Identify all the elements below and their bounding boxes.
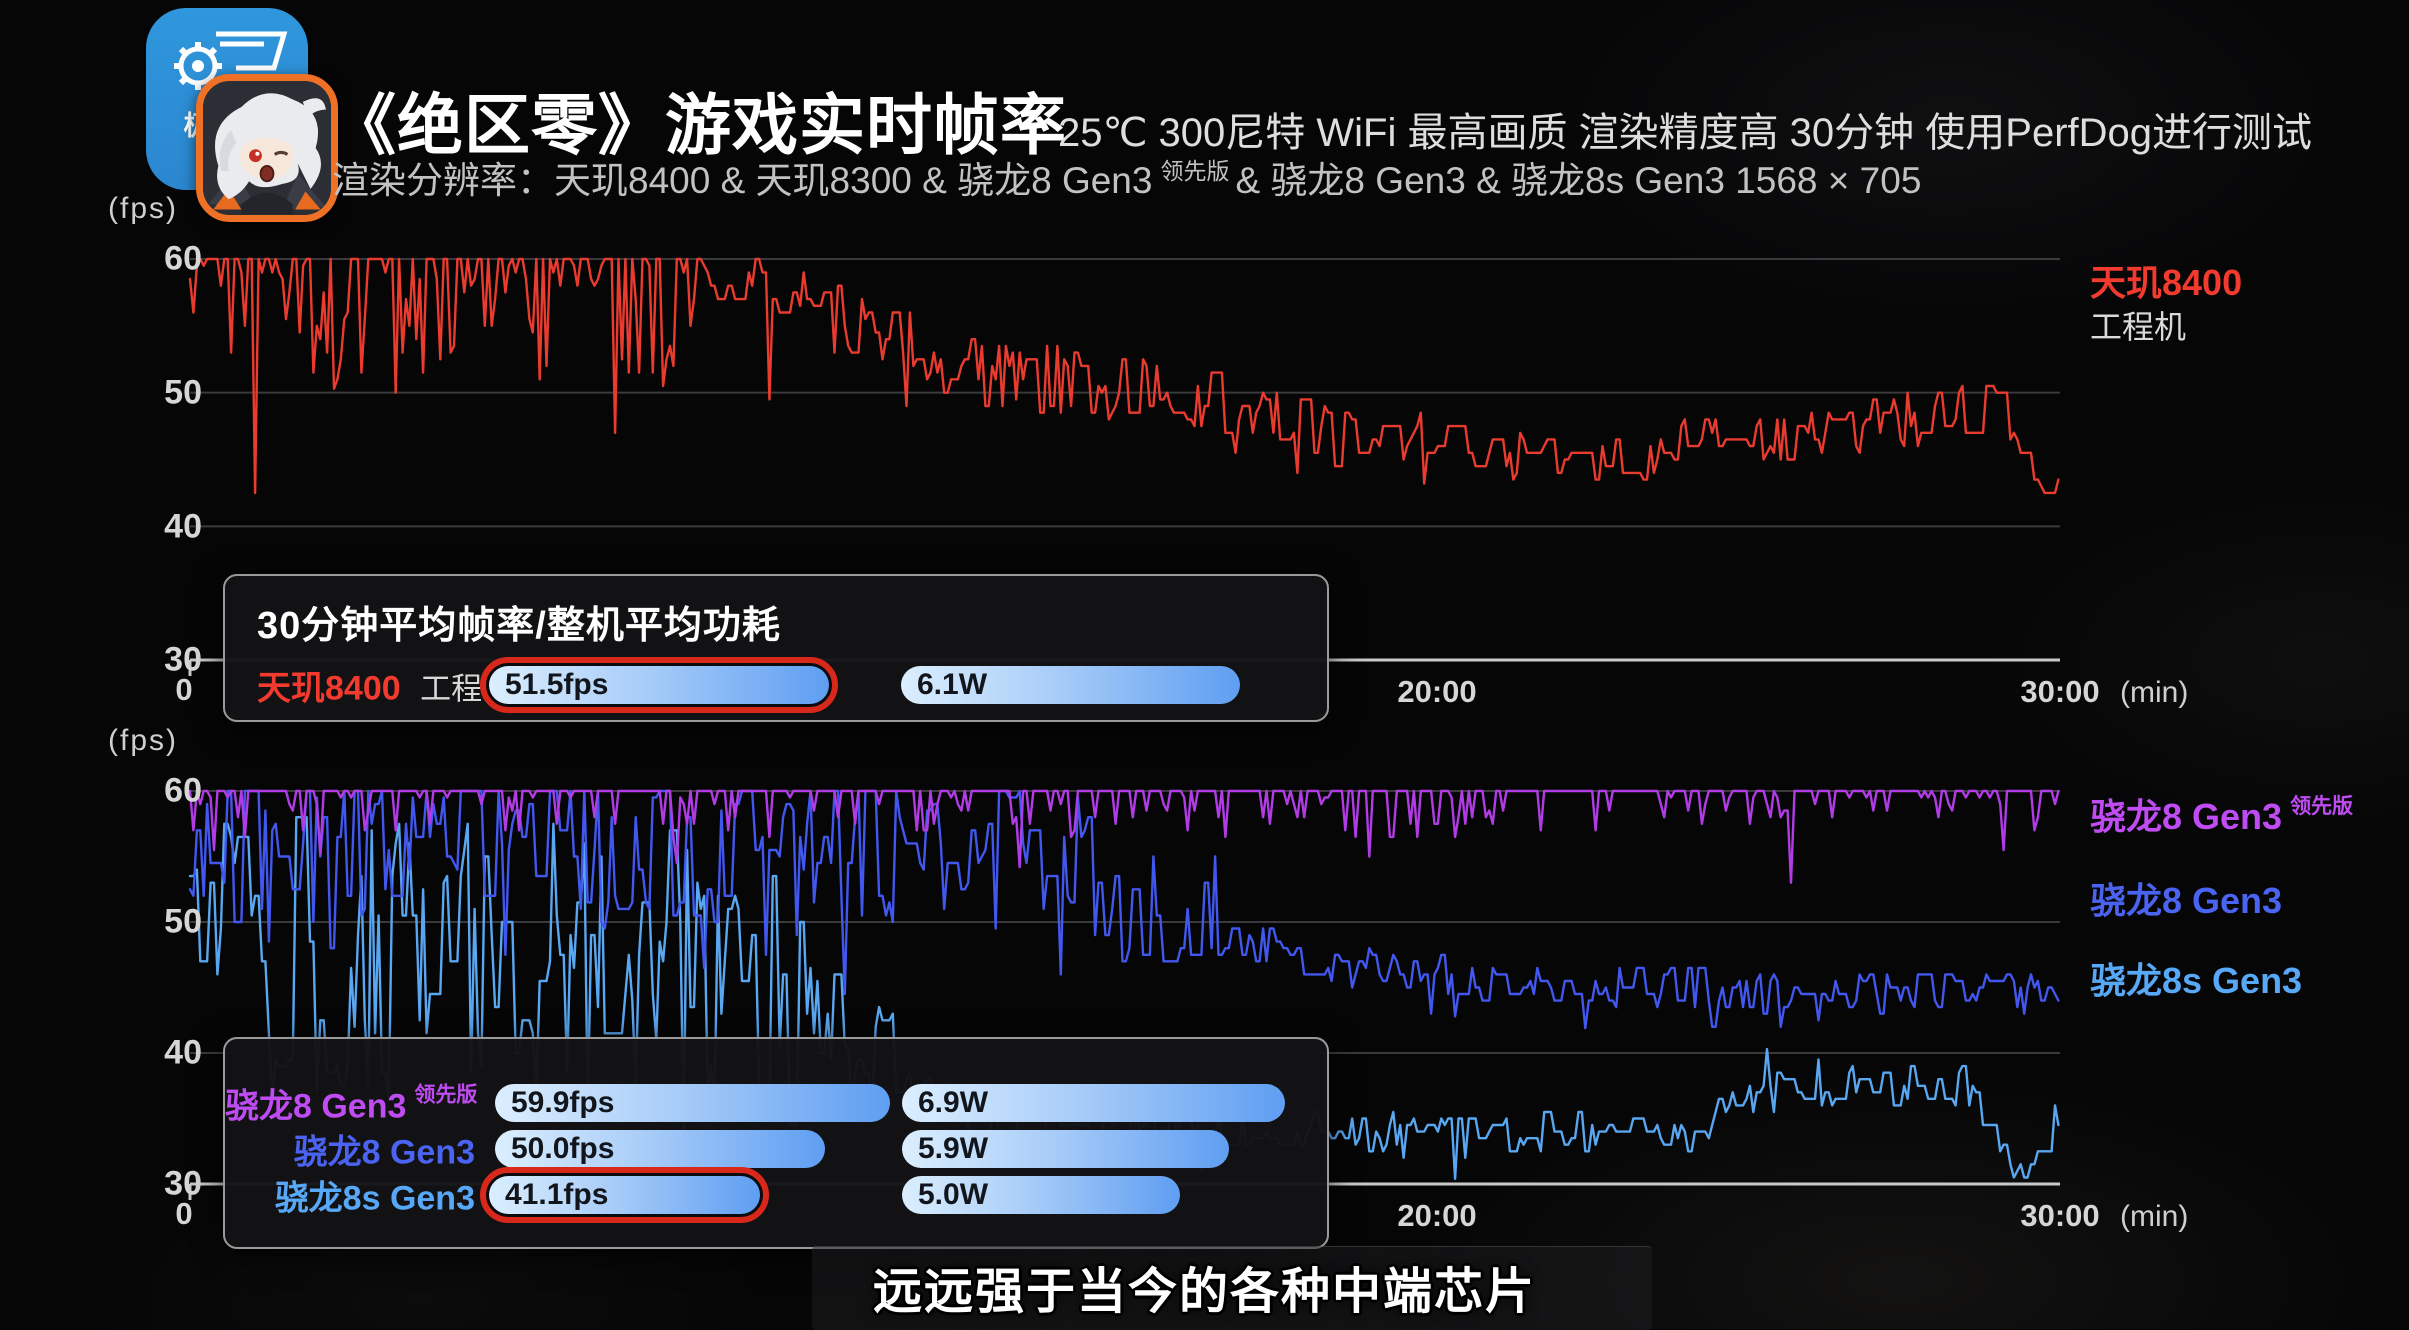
avg-stats-box-dimensity: 30分钟平均帧率/整机平均功耗 天玑8400 工程机 51.5fps 6.1W [223, 574, 1329, 722]
fps-pill: 59.9fps [495, 1084, 890, 1122]
resolution-prefix: 渲染分辨率：天玑8400 & 天玑8300 & 骁龙8 Gen3 [332, 160, 1153, 201]
top-xtick-30: 30:00 [2020, 674, 2100, 709]
stats-row-sd8sgen3: 骁龙8s Gen3 41.1fps 5.0W [225, 1167, 1327, 1223]
watt-pill: 5.9W [902, 1130, 1229, 1168]
stats-row-sd8gen3-le: 骁龙8 Gen3 领先版 59.9fps 6.9W [225, 1080, 1327, 1126]
top-xtick-20: 20:00 [1397, 674, 1477, 709]
bottom-ytick-60: 60 [164, 771, 202, 810]
highlight-ring: 41.1fps [480, 1167, 769, 1223]
bottom-y-unit: (fps) [108, 724, 178, 757]
subtitle-caption: 远远强于当今的各种中端芯片 [872, 1265, 1536, 1319]
bottom-xtick-0: 0 [175, 1196, 193, 1231]
chip-name-text: 骁龙8 Gen3 [225, 1087, 407, 1126]
top-ytick-60: 60 [164, 239, 202, 278]
watt-pill: 6.9W [902, 1084, 1285, 1122]
top-xtick-0: 0 [175, 672, 193, 707]
stats-row-sd8gen3: 骁龙8 Gen3 50.0fps 5.9W [225, 1126, 1327, 1172]
highlight-ring: 51.5fps [480, 657, 838, 713]
legend-sd8gen3: 骁龙8 Gen3 [2090, 880, 2283, 921]
bottom-ytick-40: 40 [164, 1033, 202, 1072]
top-ytick-40: 40 [164, 507, 202, 546]
legend-sd8gen3-le-name: 骁龙8 Gen3 [2090, 796, 2283, 837]
top-y-unit: (fps) [108, 192, 178, 225]
anime-avatar-art [203, 81, 331, 215]
legend-sd8sgen3: 骁龙8s Gen3 [2090, 960, 2303, 1001]
watt-pill-wrap: 6.9W [902, 1084, 1285, 1122]
watt-pill-wrap: 6.1W [901, 666, 1240, 704]
watt-pill: 6.1W [901, 666, 1240, 704]
test-conditions: 25℃ 300尼特 WiFi 最高画质 渲染精度高 30分钟 使用PerfDog… [1058, 111, 2313, 155]
avg-stats-box-snapdragon: 骁龙8 Gen3 领先版 59.9fps 6.9W 骁龙8 Gen3 50.0fp… [223, 1037, 1329, 1249]
legend-dimensity-8400-sub: 工程机 [2090, 309, 2187, 345]
watt-pill-wrap: 5.9W [902, 1130, 1229, 1168]
subtitle-background-bar [812, 1246, 1652, 1330]
bottom-xtick-30: 30:00 [2020, 1198, 2100, 1233]
stats-row-chip-label: 天玑8400 工程机 [257, 661, 513, 710]
chip-name: 骁龙8s Gen3 [274, 1179, 475, 1218]
legend-sd8gen3-le-sup: 领先版 [2290, 795, 2354, 818]
fps-pill-wrap: 59.9fps [495, 1084, 890, 1122]
page-title: 《绝区零》游戏实时帧率 [330, 88, 1067, 162]
chip-name: 天玑8400 [257, 669, 401, 708]
fps-pill: 51.5fps [489, 666, 829, 704]
top-x-unit: (min) [2120, 676, 2189, 709]
legend-dimensity-8400: 天玑8400 [2090, 262, 2243, 303]
fps-pill-wrap: 41.1fps [480, 1167, 769, 1223]
watt-pill-wrap: 5.0W [902, 1176, 1180, 1214]
chip-name: 骁龙8 Gen3 [293, 1133, 475, 1172]
fps-pill: 50.0fps [495, 1130, 825, 1168]
stats-row-dimensity-8400: 天玑8400 工程机 51.5fps 6.1W [225, 657, 1327, 713]
bottom-ytick-50: 50 [164, 902, 202, 941]
resolution-suffix: & 骁龙8 Gen3 & 骁龙8s Gen3 1568 × 705 [1235, 160, 1922, 201]
chip-name-sup: 领先版 [414, 1083, 478, 1107]
avatar [196, 74, 338, 222]
watt-pill: 5.0W [902, 1176, 1180, 1214]
bottom-xtick-20: 20:00 [1397, 1198, 1477, 1233]
fps-pill-wrap: 50.0fps [495, 1130, 825, 1168]
resolution-sup: 领先版 [1160, 158, 1230, 184]
fps-pill: 41.1fps [489, 1176, 760, 1214]
chip-name: 骁龙8 Gen3 领先版 [225, 1079, 478, 1128]
fps-pill-wrap: 51.5fps [480, 657, 838, 713]
top-ytick-50: 50 [164, 373, 202, 412]
render-resolution-line: 渲染分辨率：天玑8400 & 天玑8300 & 骁龙8 Gen3 领先版 & 骁龙8… [332, 150, 1921, 204]
legend-sd8gen3-le: 骁龙8 Gen3 领先版 [2090, 788, 2353, 840]
top-ytick-30: 30 [164, 640, 202, 679]
stats-box-title: 30分钟平均帧率/整机平均功耗 [257, 605, 781, 647]
bottom-ytick-30: 30 [164, 1164, 202, 1203]
bottom-x-unit: (min) [2120, 1200, 2189, 1233]
